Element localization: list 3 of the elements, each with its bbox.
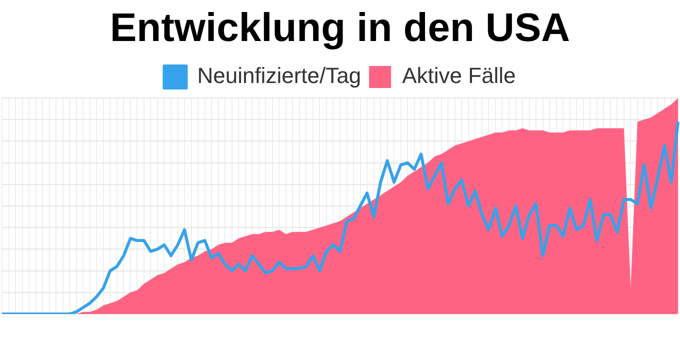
chart-title: Entwicklung in den USA bbox=[110, 6, 570, 50]
legend-label: Aktive Fälle bbox=[402, 63, 516, 88]
legend-label: Neuinfizierte/Tag bbox=[197, 63, 362, 88]
